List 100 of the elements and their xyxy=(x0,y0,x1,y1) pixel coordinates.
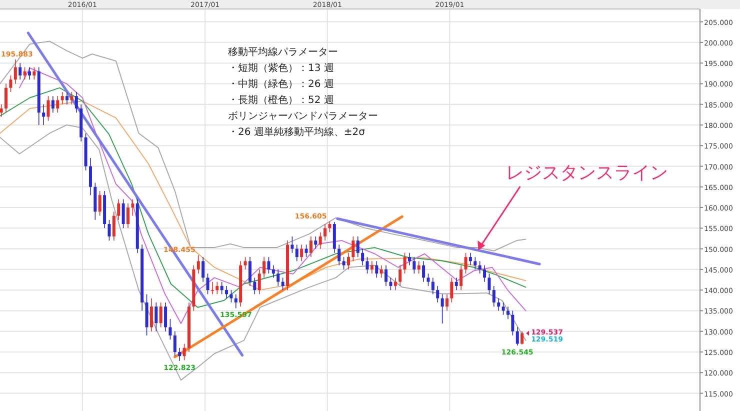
candlestick xyxy=(460,264,463,290)
candlestick xyxy=(0,104,3,118)
candlestick xyxy=(225,286,228,299)
candlestick xyxy=(182,343,186,361)
candlestick xyxy=(474,256,477,270)
candlestick xyxy=(328,221,332,233)
candlestick xyxy=(309,236,312,258)
candlestick xyxy=(394,277,397,290)
candlestick xyxy=(66,92,69,105)
candlestick xyxy=(220,281,224,295)
annotation: ・26 週単純移動平均線、±2σ xyxy=(228,126,366,138)
candlestick xyxy=(4,83,8,113)
candlestick xyxy=(295,244,298,262)
candlestick xyxy=(131,198,134,216)
candlestick xyxy=(154,302,158,332)
annotation: ・長期（橙色）：52 週 xyxy=(228,94,334,106)
candlestick xyxy=(506,306,510,320)
annotation: レジスタンスライン xyxy=(506,162,668,184)
candlestick xyxy=(346,252,350,270)
candlestick xyxy=(520,330,524,345)
candlestick xyxy=(446,294,449,312)
candlestick xyxy=(18,62,22,80)
candlestick xyxy=(206,273,210,295)
candlestick xyxy=(272,264,275,278)
candlestick xyxy=(262,256,266,278)
candlestick xyxy=(338,244,341,266)
candlestick xyxy=(468,252,472,266)
candlestick xyxy=(276,269,280,286)
candlestick xyxy=(412,256,416,274)
candlestick xyxy=(122,198,125,229)
candlestick xyxy=(483,264,486,282)
candlestick xyxy=(9,75,12,92)
candlestick xyxy=(356,236,360,258)
candlestick xyxy=(51,96,54,113)
candlestick xyxy=(352,236,355,262)
candlestick xyxy=(210,281,214,295)
candlestick xyxy=(370,260,374,274)
candlestick xyxy=(417,260,420,274)
candlestick xyxy=(314,236,318,250)
candlestick xyxy=(426,273,430,286)
candlestick xyxy=(202,256,205,282)
candlestick xyxy=(324,224,327,241)
candlestick xyxy=(248,256,252,286)
candlestick xyxy=(32,66,36,80)
candlestick xyxy=(98,190,102,216)
candlestick xyxy=(244,256,247,270)
candlestick xyxy=(488,273,491,295)
candlestick xyxy=(42,104,46,126)
candlestick xyxy=(436,286,440,303)
candlestick xyxy=(108,220,111,241)
candlestick xyxy=(361,248,364,266)
candlestick xyxy=(14,59,17,84)
candlestick xyxy=(300,244,304,262)
annotation: ・短期（紫色）：13 週 xyxy=(228,62,334,74)
candlestick xyxy=(389,277,392,290)
candlestick xyxy=(281,277,284,290)
candlestick xyxy=(318,232,322,250)
candlestick xyxy=(70,92,74,105)
candlestick xyxy=(258,269,261,295)
candlestick xyxy=(46,96,50,122)
candlestick xyxy=(88,158,92,196)
candlestick xyxy=(511,310,514,336)
candlestick xyxy=(502,302,505,316)
candlestick xyxy=(422,260,426,282)
candlestick xyxy=(398,264,402,286)
candlestick xyxy=(403,252,406,274)
candlestick xyxy=(60,92,64,105)
annotation: ・中期（緑色）：26 週 xyxy=(228,78,334,90)
candlestick xyxy=(431,277,434,295)
candlestick xyxy=(117,198,120,220)
candlestick xyxy=(492,286,496,307)
candlestick xyxy=(380,264,383,278)
candlestick xyxy=(112,211,116,241)
candlestick xyxy=(267,256,270,274)
candlestick xyxy=(126,202,130,229)
candlestick xyxy=(28,66,31,80)
annotation: 移動平均線パラメーター xyxy=(228,46,338,58)
candlestick xyxy=(150,298,153,332)
candlestick xyxy=(304,244,308,258)
candlestick xyxy=(450,277,454,303)
candlestick xyxy=(366,256,369,274)
candlestick xyxy=(23,66,26,80)
candlestick xyxy=(342,256,346,270)
candlestick xyxy=(375,260,378,278)
annotation: ボリンジャーバンドパラメーター xyxy=(228,111,378,122)
line-series xyxy=(0,40,526,252)
candlestick xyxy=(516,326,519,346)
candlestick xyxy=(164,302,168,332)
candlestick xyxy=(384,264,388,286)
candlestick xyxy=(454,277,458,290)
candlestick xyxy=(216,281,219,295)
candlestick xyxy=(440,294,444,324)
candlestick xyxy=(230,290,233,303)
candlestick xyxy=(178,347,182,362)
candlestick xyxy=(56,96,60,113)
candlestick xyxy=(497,298,500,312)
candlestick xyxy=(159,302,162,328)
candlestick xyxy=(74,92,78,113)
candlestick xyxy=(464,252,468,274)
candlestick xyxy=(408,252,411,266)
